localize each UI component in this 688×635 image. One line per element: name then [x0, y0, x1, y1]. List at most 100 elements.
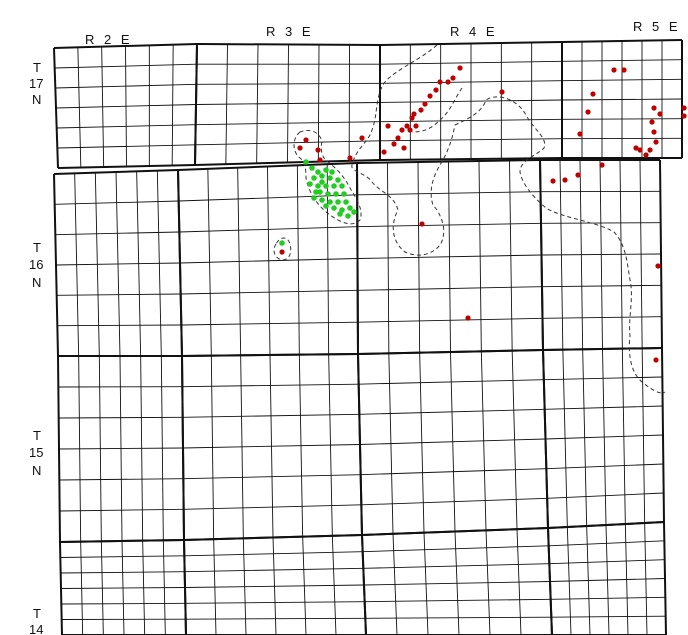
township-line: [57, 164, 196, 169]
range-label-r2e: R 2 E: [85, 32, 133, 47]
township-line: [194, 159, 381, 166]
red-point: [621, 67, 627, 73]
green-point: [329, 169, 335, 175]
red-point: [599, 162, 605, 168]
red-point: [401, 145, 407, 151]
green-point: [345, 213, 351, 219]
red-point: [562, 177, 568, 183]
red-point: [585, 109, 591, 115]
red-point: [404, 123, 410, 129]
township-line: [53, 47, 59, 169]
township-label-t15-t: T: [33, 428, 41, 443]
red-point: [315, 147, 321, 153]
range-label-r4e: R 4 E: [450, 24, 498, 39]
section-line: [57, 324, 182, 327]
red-point: [647, 147, 653, 153]
red-point: [499, 89, 505, 95]
red-point: [651, 129, 657, 135]
red-point: [649, 119, 655, 125]
red-point: [611, 67, 617, 73]
red-point: [653, 357, 659, 363]
section-line: [357, 317, 543, 323]
red-point: [419, 221, 425, 227]
red-point: [433, 87, 439, 93]
township-label-t14-t: T: [33, 606, 41, 621]
section-line: [317, 44, 320, 162]
township-label-t15-dir: N: [32, 463, 41, 478]
green-point: [333, 191, 339, 197]
green-point: [331, 183, 337, 189]
red-point: [575, 172, 581, 178]
red-point: [577, 131, 583, 137]
green-point: [341, 191, 347, 197]
section-line: [551, 615, 666, 618]
township-label-t16-num: 16: [29, 257, 43, 272]
dashed-boundaries: [273, 44, 666, 394]
township-label-t17-num: 17: [29, 76, 43, 91]
green-point: [331, 205, 337, 211]
green-point: [311, 195, 317, 201]
red-point: [457, 65, 463, 71]
township-line: [57, 355, 61, 543]
red-point: [385, 123, 391, 129]
section-line: [547, 492, 664, 499]
red-point: [651, 105, 657, 111]
range-labels: R 2 E R 3 E R 4 E R 5 E: [85, 19, 681, 47]
red-point: [590, 91, 596, 97]
red-point: [437, 79, 443, 85]
red-point: [407, 127, 413, 133]
red-point: [413, 123, 419, 129]
red-points: [279, 65, 687, 363]
red-point: [550, 178, 556, 184]
green-point: [335, 177, 341, 183]
township-line: [181, 355, 185, 541]
green-points: [279, 159, 357, 246]
township-line: [361, 527, 549, 536]
township-label-t16-dir: N: [32, 275, 41, 290]
green-point: [339, 183, 345, 189]
green-point: [319, 173, 325, 179]
red-point: [633, 145, 639, 151]
green-point: [335, 199, 341, 205]
range-label-r5e: R 5 E: [633, 19, 681, 34]
township-line: [183, 534, 363, 541]
green-point: [351, 209, 357, 215]
township-line: [357, 353, 363, 536]
red-point: [409, 115, 415, 121]
township-line: [659, 159, 663, 349]
green-point: [327, 175, 333, 181]
township-grid: [53, 39, 683, 635]
red-point: [297, 145, 303, 151]
section-line: [542, 316, 662, 319]
green-point: [323, 183, 329, 189]
boundary-main: [351, 44, 666, 394]
red-point: [317, 157, 323, 163]
township-line: [361, 534, 367, 635]
township-line: [177, 162, 358, 171]
red-point: [347, 155, 353, 161]
red-point: [450, 75, 456, 81]
section-line: [181, 321, 358, 326]
township-label-t15-num: 15: [29, 445, 43, 460]
green-point: [307, 181, 313, 187]
red-point: [359, 135, 365, 141]
red-point: [681, 113, 687, 119]
green-point: [313, 189, 319, 195]
township-line: [177, 169, 183, 357]
section-line: [59, 508, 184, 512]
township-line: [663, 521, 667, 635]
boundary-small-loop: [273, 237, 292, 261]
green-point: [337, 211, 343, 217]
section-line: [365, 616, 552, 619]
township-line: [53, 43, 198, 49]
green-point: [315, 183, 321, 189]
section-line: [561, 118, 683, 120]
red-point: [303, 137, 309, 143]
township-line: [542, 347, 663, 351]
green-point: [317, 189, 323, 195]
section-grid: [54, 40, 683, 635]
township-label-t17-dir: N: [32, 92, 41, 107]
red-point: [381, 149, 387, 155]
green-point: [347, 205, 353, 211]
